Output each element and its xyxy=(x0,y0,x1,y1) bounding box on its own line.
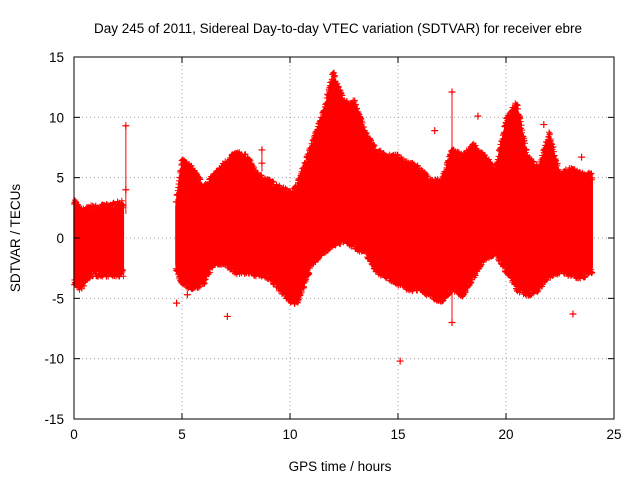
band-marker-776-0 xyxy=(424,173,431,180)
band-marker-1058-1 xyxy=(534,288,541,295)
x-tick-label-0: 0 xyxy=(70,427,78,442)
chart-title: Day 245 of 2011, Sidereal Day-to-day VTE… xyxy=(94,21,582,36)
outlier-point-10 xyxy=(448,88,456,96)
band-marker-537-0 xyxy=(331,73,338,80)
outlier-point-7 xyxy=(295,176,303,184)
band-marker-1110-0 xyxy=(554,160,561,167)
band-marker-1008-0 xyxy=(515,105,522,112)
band-marker-187-1 xyxy=(195,284,202,291)
band-marker-216-1 xyxy=(207,269,214,276)
band-marker-1019-0 xyxy=(519,127,526,134)
band-marker-1030-0 xyxy=(523,146,530,153)
y-axis-label: SDTVAR / TECUs xyxy=(8,184,23,293)
band-marker-463-1 xyxy=(303,276,310,283)
band-marker-1015-0 xyxy=(517,118,524,125)
outlier-point-3 xyxy=(183,291,191,299)
band-marker-1199-1 xyxy=(589,269,596,276)
x-axis-label: GPS time / hours xyxy=(289,459,392,474)
outlier-point-9 xyxy=(431,127,439,135)
outlier-point-8 xyxy=(396,357,404,365)
band-marker-1090-0 xyxy=(546,130,553,137)
band-marker-127-1 xyxy=(120,273,127,280)
band-marker-1197-0 xyxy=(588,170,595,177)
outlier-point-4 xyxy=(223,312,231,320)
y-tick-label-4: 5 xyxy=(56,171,64,186)
band-marker-899-1 xyxy=(472,272,479,279)
band-marker-1096-0 xyxy=(549,141,556,148)
outlier-point-11 xyxy=(448,318,456,326)
outlier-point-5 xyxy=(258,146,266,154)
data-layer xyxy=(71,69,596,365)
band-marker-318-0 xyxy=(246,156,253,163)
band-marker-551-1 xyxy=(337,241,344,248)
band-marker-639-0 xyxy=(371,142,378,149)
band-marker-1017-0 xyxy=(518,122,525,129)
band-marker-588-0 xyxy=(351,97,358,104)
outlier-point-2 xyxy=(173,299,181,307)
axis-ticks: 0 5 10 15 20 25 -15 -10 -5 0 5 10 15 xyxy=(44,50,621,442)
band-marker-471-1 xyxy=(306,270,313,277)
outlier-point-1 xyxy=(122,186,130,194)
band-marker-26-1 xyxy=(81,282,88,289)
outlier-point-15 xyxy=(569,310,577,318)
band-marker-608-0 xyxy=(359,119,366,126)
x-tick-label-2: 10 xyxy=(282,427,297,442)
band-marker-637-0 xyxy=(370,141,377,148)
data-band xyxy=(71,69,596,308)
band-marker-1181-1 xyxy=(582,274,589,281)
outlier-point-6 xyxy=(258,159,266,167)
x-tick-label-4: 20 xyxy=(498,427,513,442)
band-marker-379-0 xyxy=(270,179,277,186)
band-marker-339-0 xyxy=(254,169,261,176)
y-tick-label-6: 15 xyxy=(49,50,64,65)
outlier-point-12 xyxy=(461,288,469,296)
x-tick-label-5: 25 xyxy=(606,427,621,442)
band-marker-547-0 xyxy=(335,83,342,90)
y-tick-label-2: -5 xyxy=(52,291,64,306)
outlier-point-14 xyxy=(540,121,548,129)
y-tick-label-5: 10 xyxy=(49,110,64,125)
y-tick-label-0: -15 xyxy=(44,412,64,427)
x-tick-label-1: 5 xyxy=(178,427,186,442)
band-marker-612-0 xyxy=(361,123,368,130)
outlier-point-16 xyxy=(578,153,586,161)
y-tick-label-1: -10 xyxy=(44,352,64,367)
y-tick-label-3: 0 xyxy=(56,231,64,246)
band-marker-1026-0 xyxy=(522,140,529,147)
x-tick-label-3: 15 xyxy=(390,427,405,442)
outlier-point-0 xyxy=(122,122,130,130)
outlier-point-13 xyxy=(474,112,482,120)
band-marker-191-0 xyxy=(197,176,204,183)
band-marker-1199-0 xyxy=(589,175,596,182)
band-marker-1131-0 xyxy=(562,166,569,173)
band-marker-519-1 xyxy=(324,247,331,254)
